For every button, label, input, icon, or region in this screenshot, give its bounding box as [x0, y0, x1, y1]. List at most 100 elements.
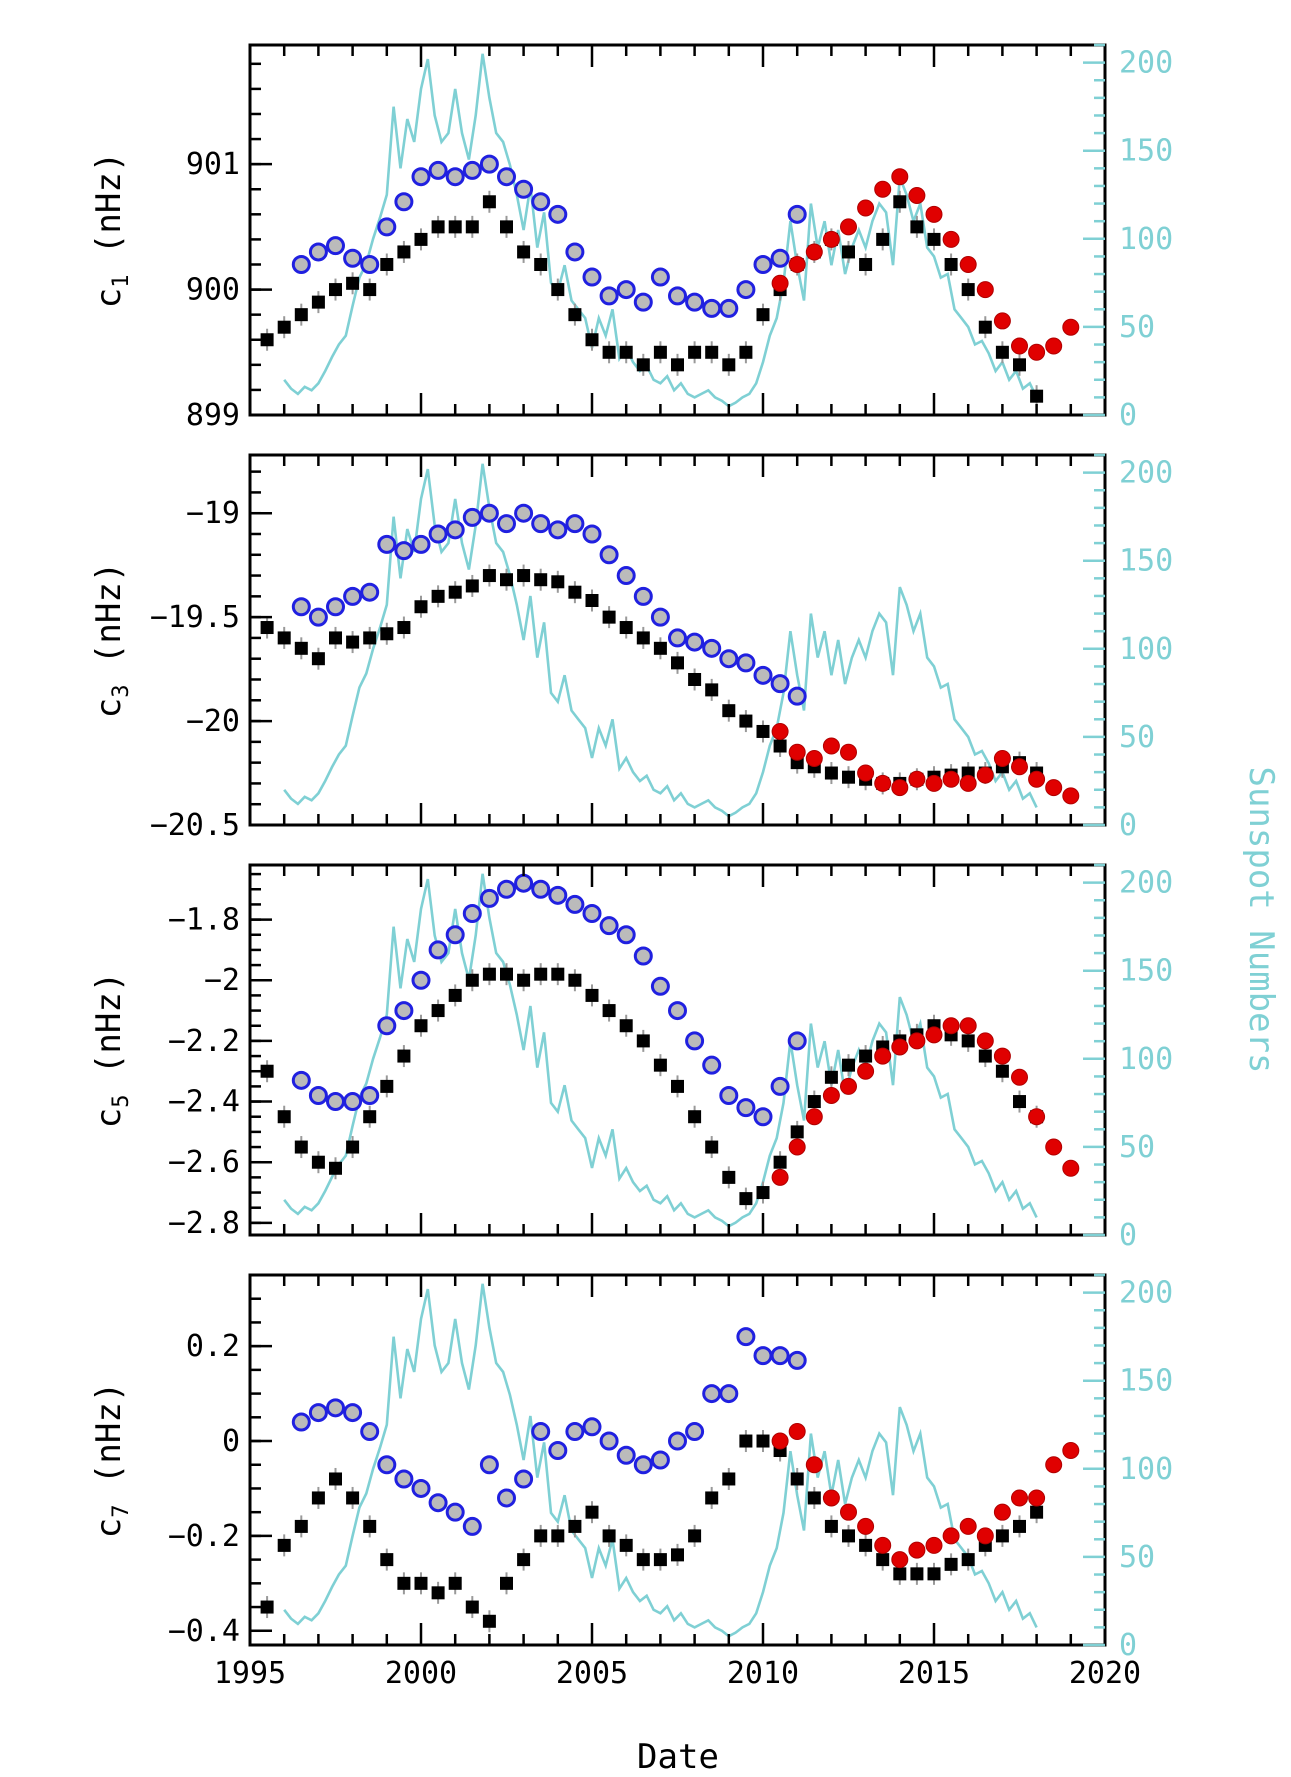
- data-point: [363, 631, 377, 645]
- data-point: [619, 1019, 633, 1033]
- data-point: [346, 635, 360, 649]
- data-point: [585, 333, 599, 347]
- data-point: [790, 1472, 804, 1486]
- data-point: [479, 154, 499, 174]
- data-point: [927, 232, 941, 246]
- data-point: [346, 276, 360, 290]
- data-point: [1045, 1456, 1063, 1474]
- data-point: [770, 1346, 790, 1366]
- data-point: [360, 582, 380, 602]
- data-point: [497, 879, 516, 899]
- data-point: [380, 1079, 394, 1093]
- data-point: [705, 345, 719, 359]
- y-tick-label: 899: [186, 398, 240, 433]
- data-point: [482, 195, 496, 209]
- data-point: [394, 1469, 414, 1489]
- data-point: [326, 597, 345, 617]
- data-point: [277, 1110, 291, 1124]
- right-tick-label: 100: [1119, 1452, 1173, 1487]
- data-point: [756, 308, 770, 322]
- data-point: [565, 514, 585, 534]
- data-point: [995, 1064, 1009, 1078]
- data-point: [668, 1001, 687, 1021]
- data-point: [602, 1004, 616, 1018]
- data-point: [619, 345, 633, 359]
- data-point: [360, 254, 380, 274]
- data-point: [908, 187, 926, 205]
- data-point: [653, 1553, 667, 1567]
- data-point: [961, 1553, 975, 1567]
- data-point: [397, 1049, 411, 1063]
- data-point: [993, 312, 1011, 330]
- data-point: [753, 665, 773, 685]
- y-axis-title: c5 (nHz): [89, 972, 134, 1129]
- data-point: [771, 722, 789, 740]
- data-point: [842, 770, 855, 784]
- series-circle-filled: [771, 1017, 1080, 1186]
- data-point: [568, 1519, 582, 1533]
- data-point: [753, 1346, 773, 1366]
- data-point: [653, 1058, 667, 1072]
- data-point: [876, 232, 890, 246]
- data-point: [360, 1085, 380, 1105]
- data-point: [497, 1488, 516, 1508]
- data-point: [397, 621, 411, 635]
- data-point: [805, 1456, 823, 1474]
- data-point: [1062, 1442, 1080, 1460]
- data-point: [636, 358, 650, 372]
- data-point: [685, 292, 705, 312]
- data-point: [1028, 343, 1046, 361]
- data-point: [874, 180, 892, 198]
- data-point: [671, 358, 684, 372]
- data-point: [377, 1455, 397, 1475]
- data-point: [771, 1432, 789, 1450]
- data-point: [702, 298, 722, 318]
- x-tick-label: 2020: [1069, 1656, 1141, 1691]
- y-tick-label: −2.8: [168, 1206, 240, 1241]
- data-point: [650, 607, 670, 627]
- series-circle-filled: [771, 1423, 1080, 1569]
- data-point: [736, 1327, 756, 1347]
- data-point: [465, 220, 479, 234]
- data-point: [668, 286, 687, 306]
- data-point: [380, 1553, 394, 1567]
- data-point: [787, 1350, 807, 1370]
- data-point: [394, 541, 414, 561]
- data-point: [671, 1079, 684, 1093]
- right-tick-label: 50: [1119, 310, 1155, 345]
- right-tick-label: 200: [1119, 1276, 1173, 1311]
- data-point: [719, 1085, 739, 1105]
- data-point: [959, 1017, 977, 1035]
- data-point: [942, 1527, 960, 1545]
- data-point: [719, 298, 739, 318]
- data-point: [308, 607, 328, 627]
- y-tick-label: −2.6: [168, 1145, 240, 1180]
- panel-3: −2.8 −2.6 −2.4 −2.2 −2 −1.8 0 50 100 150 200 c5 (nH…: [89, 863, 1173, 1253]
- y-tick-label: −0.4: [168, 1614, 240, 1649]
- data-point: [753, 254, 773, 274]
- data-point: [650, 1450, 670, 1470]
- data-point: [585, 988, 599, 1002]
- data-point: [291, 254, 311, 274]
- data-point: [462, 507, 482, 527]
- data-point: [428, 1493, 448, 1513]
- data-point: [311, 652, 325, 666]
- data-point: [788, 1423, 806, 1441]
- data-point: [431, 1586, 445, 1600]
- right-tick-label: 0: [1119, 808, 1137, 843]
- x-tick-label: 2015: [898, 1656, 970, 1691]
- data-point: [842, 1529, 855, 1543]
- sunspot-line: [283, 1283, 1038, 1638]
- data-point: [874, 1536, 892, 1554]
- data-point: [1045, 779, 1063, 797]
- data-point: [500, 967, 513, 981]
- data-point: [908, 770, 926, 788]
- right-tick-label: 100: [1119, 632, 1173, 667]
- data-point: [722, 1472, 736, 1486]
- data-point: [859, 1538, 873, 1552]
- series-circle-open: [291, 503, 807, 706]
- data-point: [636, 631, 650, 645]
- data-point: [1011, 758, 1028, 776]
- data-point: [688, 672, 702, 686]
